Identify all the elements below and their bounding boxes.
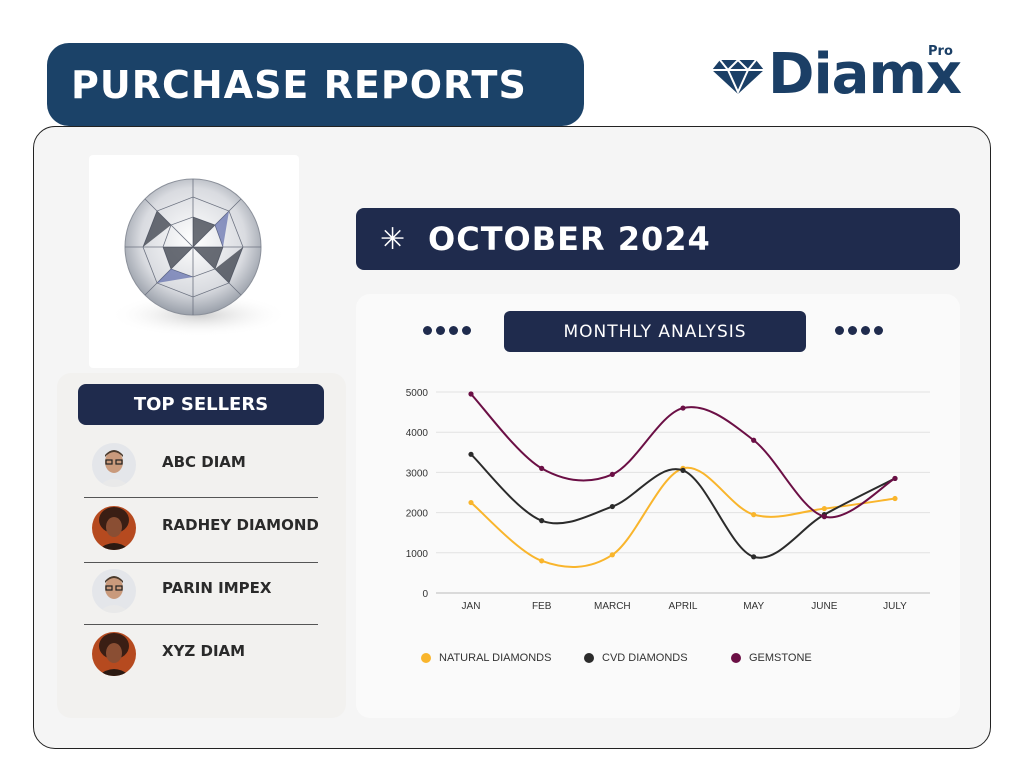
top-sellers-header: TOP SELLERS [78, 384, 324, 425]
data-point [539, 558, 545, 564]
page-title: PURCHASE REPORTS [71, 62, 527, 107]
brand-name: Diamx [768, 42, 962, 107]
data-point [609, 471, 615, 478]
seller-divider [84, 624, 318, 625]
data-point [892, 475, 898, 482]
data-point [751, 512, 757, 518]
brand-badge: Pro [928, 44, 953, 59]
top-sellers-title: TOP SELLERS [133, 394, 269, 415]
seller-divider [84, 562, 318, 563]
x-tick-label: APRIL [669, 601, 698, 612]
seller-name: RADHEY DIAMOND [162, 516, 319, 534]
woman-avatar [92, 506, 136, 550]
y-tick-label: 0 [422, 589, 428, 600]
data-point [751, 554, 757, 560]
page-title-banner: PURCHASE REPORTS [47, 43, 584, 126]
seller-row[interactable]: XYZ DIAM [84, 624, 318, 684]
legend-swatch [731, 653, 741, 663]
man-avatar [92, 443, 136, 487]
legend-item-cvd: CVD DIAMONDS [584, 652, 688, 664]
x-tick-label: MAY [743, 601, 764, 612]
y-tick-label: 4000 [406, 428, 429, 439]
data-point [468, 451, 474, 457]
seller-name: XYZ DIAM [162, 642, 246, 660]
period-label: OCTOBER 2024 [428, 220, 711, 258]
data-point [821, 505, 827, 512]
woman-avatar [92, 632, 136, 676]
y-tick-label: 5000 [406, 388, 429, 399]
legend-label: CVD DIAMONDS [602, 652, 688, 664]
seller-row[interactable]: PARIN IMPEX [84, 561, 318, 621]
data-point [821, 514, 827, 520]
x-tick-label: JAN [462, 601, 481, 612]
data-point [892, 495, 898, 502]
data-point [609, 503, 615, 510]
asterisk-icon: ✳ [380, 221, 406, 257]
y-tick-label: 3000 [406, 468, 429, 479]
seller-divider [84, 497, 318, 498]
x-tick-label: MARCH [594, 601, 631, 612]
seller-name: PARIN IMPEX [162, 579, 272, 597]
decorative-dots-left [423, 326, 471, 335]
data-point [468, 391, 474, 397]
x-tick-label: JUNE [811, 601, 837, 612]
data-point [609, 552, 615, 558]
legend-swatch [421, 653, 431, 663]
legend-item-gemstone: GEMSTONE [731, 652, 812, 664]
data-point [468, 499, 474, 506]
data-point [539, 518, 545, 524]
monthly-analysis-chart: 0 1000 2000 3000 4000 5000 JAN FEB MARCH APRIL MAY… [406, 388, 930, 612]
legend-label: NATURAL DIAMONDS [439, 652, 552, 664]
legend-item-natural: NATURAL DIAMONDS [421, 652, 551, 664]
brand-logo: Diamx Pro [712, 40, 962, 110]
series-line [470, 393, 896, 519]
data-point [680, 405, 686, 411]
legend-swatch [584, 653, 594, 663]
data-point [751, 437, 757, 443]
seller-row[interactable]: RADHEY DIAMOND [84, 498, 319, 558]
legend-label: GEMSTONE [749, 652, 812, 664]
data-point [539, 465, 545, 471]
period-banner: ✳ OCTOBER 2024 [356, 208, 960, 270]
diamond-icon [712, 58, 764, 94]
y-tick-label: 1000 [406, 549, 429, 560]
data-point [680, 467, 686, 473]
chart-title-pill: MONTHLY ANALYSIS [504, 311, 806, 352]
x-tick-label: JULY [883, 601, 907, 612]
chart-title: MONTHLY ANALYSIS [563, 321, 747, 342]
y-tick-label: 2000 [406, 509, 429, 520]
decorative-dots-right [835, 326, 883, 335]
diamond-image [89, 155, 299, 368]
man-avatar [92, 569, 136, 613]
seller-row[interactable]: ABC DIAM [84, 435, 318, 495]
x-tick-label: FEB [532, 601, 552, 612]
seller-name: ABC DIAM [162, 453, 246, 471]
